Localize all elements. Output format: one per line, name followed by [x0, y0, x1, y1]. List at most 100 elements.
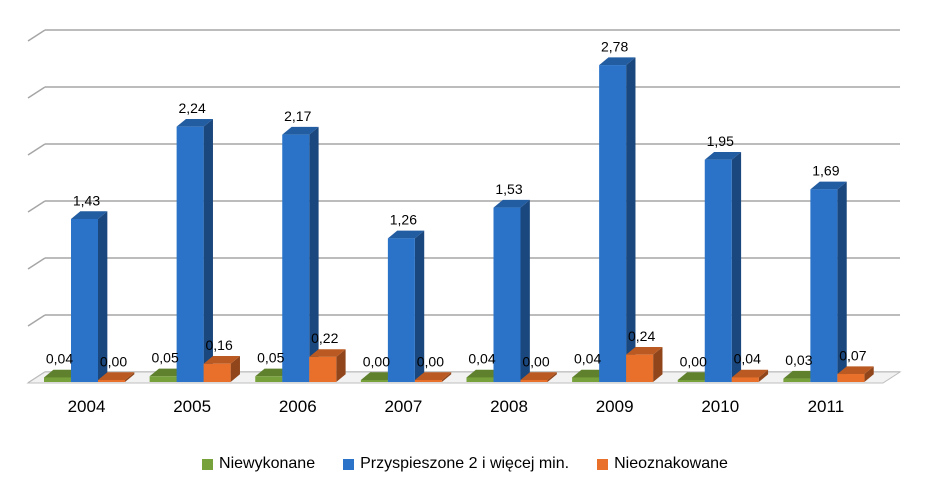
x-tick-label: 2009 — [596, 397, 634, 416]
data-label: 0,04 — [468, 351, 495, 367]
x-tick-label: 2006 — [279, 397, 317, 416]
bar-side — [336, 349, 346, 382]
x-tick-labels: 2004 2005 2006 2007 2008 2009 2010 2011 — [68, 397, 845, 416]
bar-side — [547, 372, 557, 382]
gridline-side — [27, 257, 46, 270]
bar-side — [309, 126, 319, 382]
x-tick-label: 2010 — [701, 397, 739, 416]
bar-side — [414, 230, 425, 382]
gridline-side — [27, 314, 46, 327]
bar-top — [71, 211, 108, 219]
bar-niewykonane-2005 — [149, 376, 177, 382]
x-tick-label: 2007 — [384, 397, 422, 416]
bar-nieoznakowane-2005 — [203, 363, 231, 382]
bar-niewykonane-2008 — [466, 377, 494, 382]
data-label: 2,78 — [601, 38, 628, 54]
bar-przyspieszone-2004 — [71, 218, 98, 382]
bar-top — [176, 118, 213, 127]
bar-top — [626, 346, 663, 355]
bar-side — [520, 199, 530, 382]
bar-side — [626, 57, 636, 382]
data-label: 2,24 — [179, 100, 206, 116]
bar-side — [98, 211, 108, 382]
bar-top — [599, 57, 636, 66]
x-tick-label: 2008 — [490, 397, 528, 416]
bar-top — [810, 181, 847, 190]
bar-przyspieszone-2011 — [810, 189, 838, 382]
bar-top — [414, 372, 452, 380]
bar-przyspieszone-2005 — [176, 126, 204, 382]
legend-label: Nieoznakowane — [614, 455, 728, 472]
bar-nieoznakowane-2010 — [731, 377, 759, 382]
data-label: 0,07 — [839, 347, 866, 363]
bar-top — [520, 372, 557, 380]
bar-top — [282, 126, 319, 135]
data-label: 1,53 — [495, 181, 522, 197]
bars — [44, 57, 874, 382]
data-labels: 0,04 1,43 0,00 0,05 2,24 0,16 0,05 2,17 0,22 0,00… — [46, 38, 867, 369]
bar-top — [731, 369, 769, 378]
gridline-side — [27, 29, 46, 42]
legend: Niewykonane Przyspieszone 2 i więcej min.… — [0, 455, 930, 473]
legend-label: Przyspieszone 2 i więcej min. — [360, 455, 570, 472]
gridlines — [26, 29, 902, 384]
data-label: 0,04 — [46, 351, 73, 367]
data-label: 1,43 — [73, 192, 100, 208]
data-label: 0,05 — [152, 350, 179, 366]
data-label: 0,00 — [100, 353, 127, 369]
data-label: 0,24 — [628, 328, 655, 344]
bar-nieoznakowane-2008 — [520, 380, 548, 382]
data-label: 0,16 — [206, 337, 233, 353]
bar-niewykonane-2007 — [360, 380, 388, 382]
legend-swatch — [202, 458, 214, 470]
bar-top — [837, 366, 874, 375]
bar-nieoznakowane-2006 — [309, 356, 337, 382]
bar-przyspieszone-2010 — [704, 159, 732, 382]
bar-przyspieszone-2009 — [599, 65, 627, 382]
x-tick-label: 2005 — [173, 397, 211, 416]
data-label: 0,00 — [680, 353, 707, 369]
bar-nieoznakowane-2004 — [98, 380, 125, 382]
legend-swatch — [597, 458, 609, 470]
bar-top — [309, 349, 346, 357]
legend-item: Niewykonane — [202, 455, 315, 473]
data-label: 0,00 — [522, 353, 549, 369]
data-label: 0,04 — [574, 351, 601, 367]
bar-top — [493, 199, 530, 208]
data-label: 0,00 — [363, 353, 390, 369]
data-label: 0,00 — [417, 353, 444, 369]
bar-side — [731, 152, 742, 382]
bar-niewykonane-2004 — [44, 377, 71, 382]
data-label: 1,26 — [390, 212, 417, 228]
bar-side — [837, 181, 847, 382]
bar-side — [125, 372, 135, 382]
bar-nieoznakowane-2007 — [414, 380, 442, 382]
bar-top — [203, 356, 240, 364]
bar-niewykonane-2009 — [572, 377, 600, 382]
bar-przyspieszone-2007 — [387, 238, 415, 382]
gridline-side — [27, 200, 46, 213]
x-tick-label: 2011 — [808, 397, 845, 416]
data-label: 0,05 — [257, 350, 284, 366]
bar-niewykonane-2006 — [255, 376, 283, 382]
gridline-side — [27, 143, 46, 156]
bar-side — [230, 356, 240, 382]
gridline-side — [27, 86, 46, 99]
bar-side — [203, 118, 213, 382]
bar-nieoznakowane-2011 — [837, 374, 865, 382]
data-label: 0,04 — [734, 351, 761, 367]
bar-przyspieszone-2006 — [282, 134, 310, 382]
bar-top — [387, 230, 425, 239]
data-label: 1,69 — [812, 163, 839, 179]
data-label: 0,03 — [785, 352, 812, 368]
bar-niewykonane-2010 — [677, 380, 705, 382]
bar-przyspieszone-2008 — [493, 207, 521, 382]
legend-swatch — [343, 458, 355, 470]
data-label: 0,22 — [311, 330, 338, 346]
bar-side — [441, 372, 452, 382]
bar-top — [704, 152, 742, 160]
bar-niewykonane-2011 — [783, 378, 811, 382]
bar-nieoznakowane-2009 — [626, 354, 654, 382]
bar-side — [653, 346, 663, 382]
